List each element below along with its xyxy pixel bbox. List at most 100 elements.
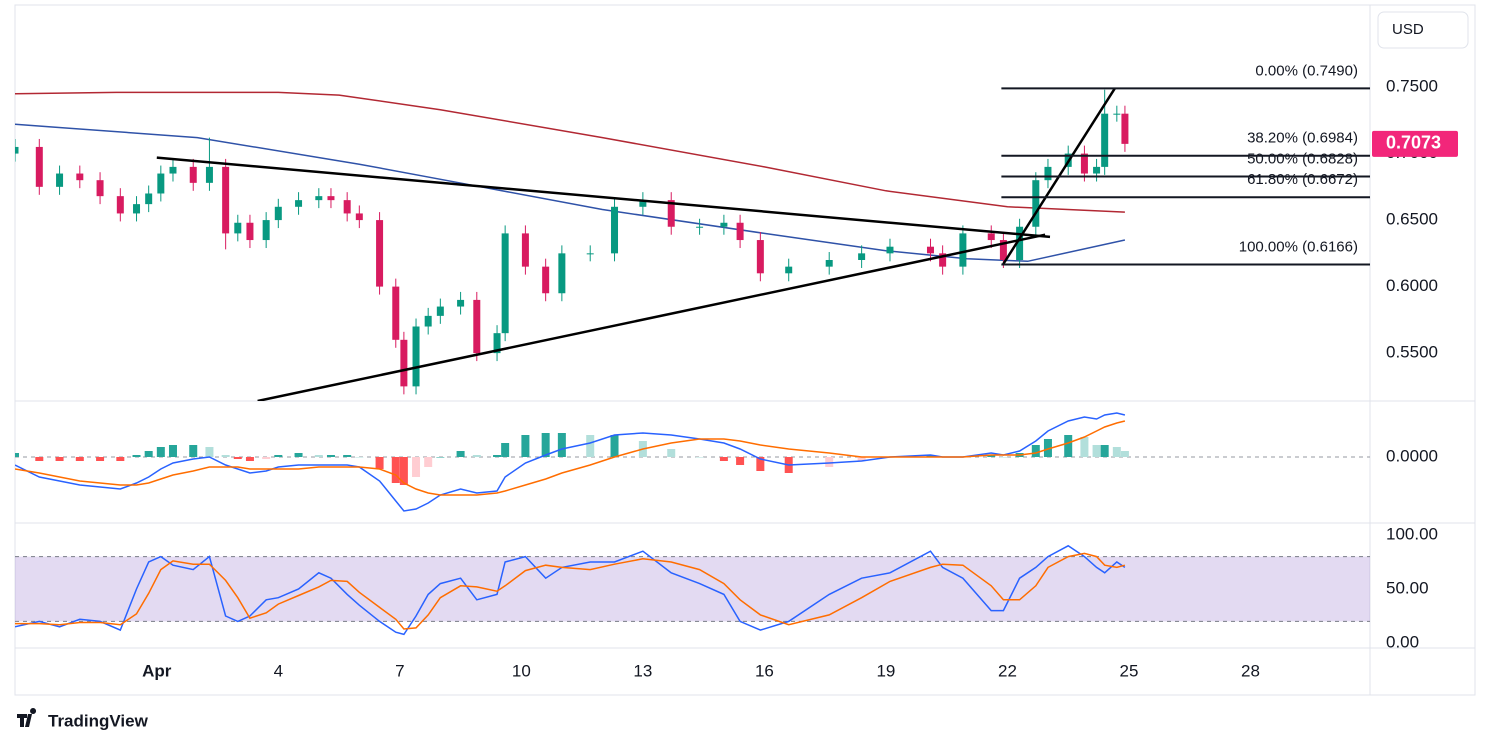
chart-frame <box>14 4 1476 696</box>
histogram-bar <box>1092 445 1101 457</box>
trendline <box>156 156 1051 239</box>
histogram-bar <box>987 455 996 457</box>
stochastic-pane <box>15 544 1370 636</box>
candle-body <box>586 253 594 255</box>
candle-body <box>1016 226 1024 260</box>
histogram-bar <box>667 449 676 457</box>
candle-body <box>169 166 177 174</box>
histogram-bar <box>493 455 502 457</box>
histogram-bar <box>294 453 303 457</box>
histogram-bar <box>857 457 866 461</box>
candle-body <box>205 166 213 183</box>
histogram-bar <box>116 457 125 461</box>
fib-label: 50.00% (0.6828) <box>1247 150 1358 167</box>
histogram-bar <box>55 457 64 461</box>
signal-line <box>15 420 1126 496</box>
candle-body <box>96 180 104 197</box>
histogram-bar <box>557 433 566 457</box>
macd-pane <box>15 412 1370 512</box>
candle-body <box>1044 166 1052 181</box>
histogram-bar <box>999 457 1008 458</box>
candle-body <box>412 326 420 387</box>
candle-body <box>521 233 529 267</box>
histogram-bar <box>436 457 445 458</box>
candle-body <box>145 193 153 205</box>
histogram-bar <box>719 457 728 461</box>
currency-button[interactable] <box>1377 11 1469 49</box>
currency[interactable]: USD <box>1392 21 1424 38</box>
fib-label: 38.20% (0.6984) <box>1247 130 1358 147</box>
histogram-bar <box>274 455 283 457</box>
last-price-label: 0.7073 <box>1386 133 1441 153</box>
histogram-bar <box>35 457 44 461</box>
x-tick-label: 13 <box>633 661 652 680</box>
x-tick-label: 7 <box>395 661 404 680</box>
logo-icon <box>17 708 37 727</box>
histogram-bar <box>326 455 335 457</box>
histogram-bar <box>205 447 214 457</box>
candle-body <box>56 173 64 187</box>
histogram-bar <box>233 457 242 459</box>
x-tick-label: 4 <box>274 661 283 680</box>
candle-body <box>315 196 323 201</box>
histogram-bar <box>399 457 408 485</box>
candle-body <box>76 173 84 181</box>
histogram-bar <box>375 457 384 469</box>
y-tick-label: 0.7500 <box>1386 77 1438 96</box>
candle-body <box>756 240 764 274</box>
histogram-bar <box>412 457 421 477</box>
histogram-bar <box>424 457 433 467</box>
histogram-bar <box>156 447 165 457</box>
histogram-bar <box>96 457 105 461</box>
candle-body <box>274 206 282 221</box>
histogram-bar <box>1031 445 1040 457</box>
candle-body <box>1121 113 1129 144</box>
histogram-bar <box>586 435 595 457</box>
candle-body <box>343 200 351 214</box>
histogram-bar <box>262 457 271 459</box>
candle-body <box>493 333 501 354</box>
price-pane: 0.00% (0.7490) 38.20% (0.6984) 50.00% (0.6… <box>15 62 1370 401</box>
candle-body <box>1093 166 1101 174</box>
histogram-bar <box>456 451 465 457</box>
candle-body <box>926 246 934 254</box>
candle-body <box>1080 153 1088 174</box>
y-tick-label: 0.0000 <box>1386 446 1438 465</box>
stochastic-line <box>15 544 1126 636</box>
y-tick-label: 0.00 <box>1386 633 1419 652</box>
histogram-bar <box>245 457 254 461</box>
histogram-bar <box>1064 435 1073 457</box>
histogram-bar <box>472 455 481 457</box>
y-tick-label: 0.5500 <box>1386 343 1438 362</box>
candle-body <box>234 222 242 234</box>
candle-body <box>886 246 894 254</box>
histogram-bar <box>1043 439 1052 457</box>
histogram-bar <box>75 457 84 461</box>
histogram-bar <box>1080 437 1089 457</box>
histogram-bar <box>314 455 323 457</box>
candle-body <box>939 253 947 267</box>
histogram-bar <box>695 457 704 458</box>
candle-body <box>542 266 550 294</box>
candle-body <box>400 339 408 387</box>
candle-body <box>473 299 481 354</box>
trendline <box>257 233 1046 401</box>
histogram-bar <box>221 455 230 457</box>
candle-body <box>424 315 432 327</box>
candle-body <box>785 266 793 274</box>
candle-body <box>355 213 363 221</box>
histogram-bar <box>1112 447 1121 457</box>
moving-average <box>15 123 1126 263</box>
x-tick-label: 10 <box>512 661 531 680</box>
stochastic-line <box>15 552 1126 630</box>
candle-body <box>295 200 303 207</box>
histogram-bar <box>501 443 510 457</box>
histogram-bar <box>610 435 619 457</box>
x-tick-label: 28 <box>1241 661 1260 680</box>
x-tick-label: 25 <box>1120 661 1139 680</box>
histogram-bar <box>132 455 141 457</box>
candle-body <box>736 222 744 241</box>
candle-body <box>262 220 270 241</box>
y-tick-label: 50.00 <box>1386 578 1429 597</box>
candle-body <box>376 220 384 287</box>
